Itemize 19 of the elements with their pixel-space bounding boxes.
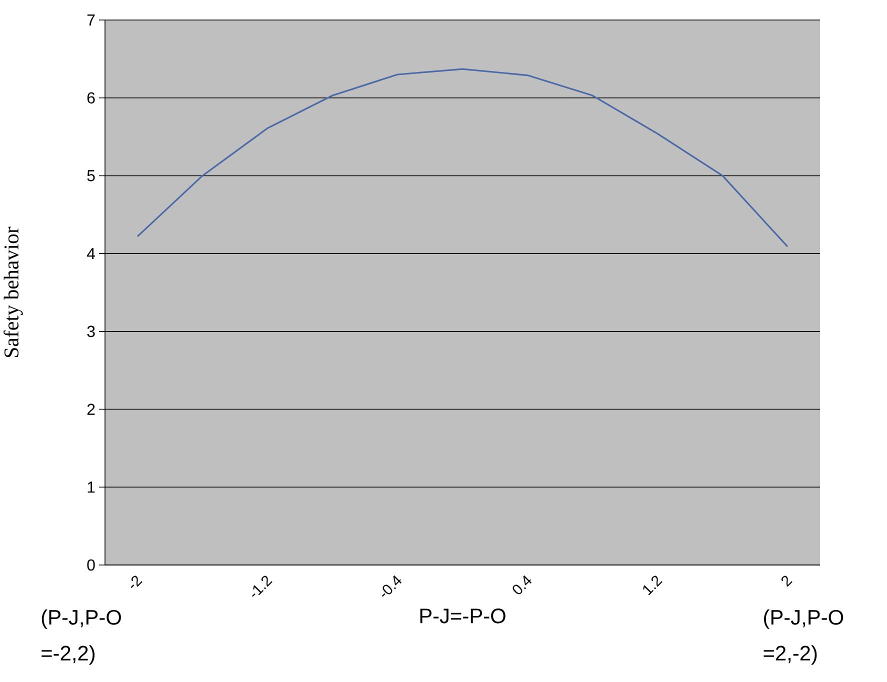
x-tick-label: -2 [130, 576, 142, 588]
text: (P-J,P-O =-2,2) [42, 609, 121, 665]
y-axis-title: Safety behavior [4, 226, 23, 358]
y-tick-label: 6 [87, 92, 95, 104]
line-series [136, 68, 788, 248]
x-axis-title: P-J=-P-O [420, 608, 506, 624]
y-tick-label: 5 [87, 170, 95, 182]
x-tick-label: 1.2 [643, 576, 662, 596]
y-tick-label: 7 [87, 14, 95, 26]
x-tick-label: 2 [782, 576, 792, 587]
y-tick-label: 1 [88, 482, 95, 493]
text: (P-J,P-O =2,-2) [764, 609, 844, 665]
x-tick-label: -1.2 [252, 576, 272, 597]
y-tick-label: 0 [87, 559, 95, 571]
x-tick-label: -0.4 [382, 575, 402, 597]
x-tick-label: 0.4 [512, 575, 532, 594]
y-tick-label: 3 [87, 326, 95, 338]
y-tick-label: 2 [87, 404, 95, 415]
y-tick-label: 4 [86, 248, 96, 260]
